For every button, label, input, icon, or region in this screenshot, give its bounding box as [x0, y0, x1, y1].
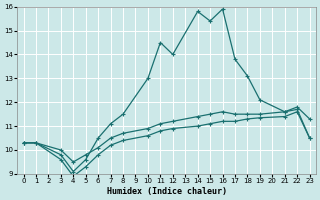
X-axis label: Humidex (Indice chaleur): Humidex (Indice chaleur)	[107, 187, 227, 196]
